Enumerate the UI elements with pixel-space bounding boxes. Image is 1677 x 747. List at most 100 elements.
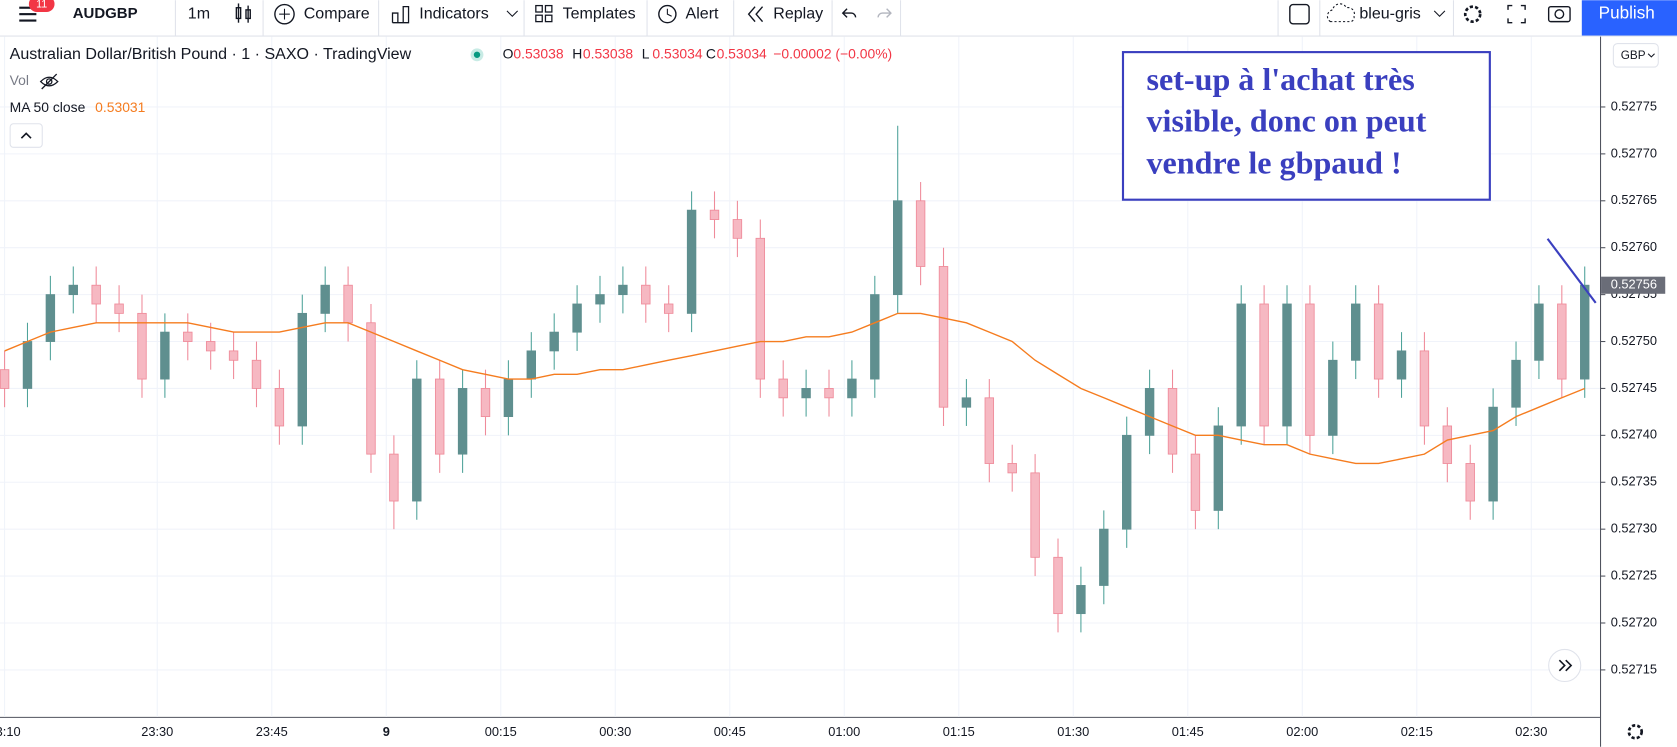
candle-body	[0, 369, 10, 389]
candle-body	[205, 341, 216, 352]
candle-body	[686, 209, 697, 314]
chart-title: Australian Dollar/British Pound · 1 · SA…	[10, 45, 412, 63]
ma-line	[4, 312, 1585, 465]
y-tick-label: 0.52750	[1611, 333, 1657, 348]
y-tick-label: 0.52735	[1611, 474, 1657, 489]
layout-selector[interactable]: bleu-gris	[1326, 3, 1446, 23]
redo-button[interactable]	[877, 8, 892, 18]
x-tick-label: 01:15	[943, 724, 975, 739]
y-tick-label: 0.52725	[1611, 567, 1657, 582]
toolbar	[0, 0, 1677, 36]
fullscreen-button[interactable]	[1507, 4, 1526, 24]
candle-body	[1557, 303, 1567, 380]
candle-body	[961, 397, 972, 408]
plot	[0, 125, 1590, 633]
market-status-dot	[473, 51, 481, 58]
candle-body	[366, 322, 376, 455]
candle-body	[228, 350, 239, 361]
x-tick-label: 02:15	[1401, 724, 1433, 739]
currency-label: GBP	[1621, 49, 1646, 62]
x-tick-label: 00:30	[599, 724, 631, 739]
y-tick-label: 0.52770	[1611, 145, 1657, 160]
alert-label: Alert	[686, 4, 720, 22]
indicators-button[interactable]: Indicators	[391, 4, 519, 24]
x-tick-label: 01:30	[1057, 724, 1089, 739]
symbol[interactable]: AUDGBP	[73, 5, 138, 22]
candle-body	[549, 331, 559, 352]
candle-body	[1236, 303, 1246, 427]
candle-body	[434, 378, 445, 455]
y-tick-label: 0.52715	[1611, 661, 1657, 676]
y-tick-label: 0.52765	[1611, 192, 1657, 207]
candle-body	[984, 397, 995, 464]
candle-body	[801, 388, 811, 399]
ohlc-key: L	[642, 45, 650, 61]
candle-body	[618, 284, 628, 296]
replay-label: Replay	[773, 4, 823, 22]
x-tick-label: 23:30	[141, 724, 173, 739]
publish-button[interactable]	[1581, 0, 1677, 36]
candle-body	[1282, 303, 1292, 427]
ma-label: MA 50 close	[10, 99, 86, 115]
replay-button[interactable]: Replay	[747, 4, 824, 22]
compare-label: Compare	[304, 4, 370, 22]
layout-name: bleu-gris	[1359, 4, 1420, 22]
candle-body	[91, 284, 101, 305]
annotation-text: vendre le gbpaud !	[1147, 144, 1402, 180]
settings-button[interactable]	[1463, 5, 1482, 23]
candle-body	[320, 284, 330, 314]
x-tick-label: 23:45	[256, 724, 288, 739]
currency-button[interactable]	[1612, 43, 1659, 68]
publish-label: Publish	[1599, 4, 1655, 23]
candle-body	[1396, 350, 1407, 380]
annotation-box[interactable]	[1121, 51, 1491, 201]
candle-body	[1305, 303, 1315, 436]
currency-caret	[1647, 53, 1655, 58]
candle-body	[137, 312, 147, 380]
candle-body	[595, 294, 605, 305]
axes: 0.52715 0.52720 0.52725 0.52730 0.52735 0.527…	[0, 98, 1666, 739]
templates-label: Templates	[563, 4, 636, 22]
candle-body	[755, 237, 766, 380]
menu-button[interactable]: 11	[19, 0, 55, 22]
chart-type-icon[interactable]	[235, 3, 251, 23]
candle-body	[1076, 585, 1086, 615]
candle-body	[412, 378, 422, 502]
layout-button[interactable]	[1289, 3, 1310, 25]
x-tick-label: 00:15	[485, 724, 517, 739]
badge-count: 11	[36, 0, 47, 10]
axis-settings[interactable]	[1627, 724, 1644, 740]
candle-body	[915, 200, 926, 267]
interval[interactable]: 1m	[188, 4, 210, 22]
candle-body	[68, 284, 78, 296]
trend-line-drawing[interactable]	[1546, 238, 1597, 304]
scroll-icon	[1558, 659, 1566, 672]
x-tick-label: 02:30	[1515, 724, 1547, 739]
snapshot-button[interactable]	[1547, 5, 1571, 23]
y-tick-label: 0.52730	[1611, 521, 1657, 536]
last-price-label: 0.52756	[1611, 277, 1657, 292]
visibility-toggle[interactable]	[39, 73, 59, 90]
templates-button[interactable]: Templates	[535, 4, 636, 22]
x-tick-label: 01:45	[1172, 724, 1204, 739]
candle-body	[503, 378, 514, 418]
candle-body	[1190, 453, 1201, 511]
candle-body	[709, 209, 720, 220]
collapse-legend-button[interactable]	[9, 123, 43, 148]
candle-body	[526, 350, 537, 380]
undo-button[interactable]	[841, 8, 857, 18]
y-tick-label: 0.52775	[1611, 98, 1657, 113]
y-tick-label: 0.52720	[1611, 614, 1657, 629]
compare-button[interactable]: Compare	[274, 3, 370, 25]
candle-body	[1122, 434, 1132, 530]
ohlc-key: H	[572, 45, 582, 61]
alert-button[interactable]: Alert	[658, 4, 720, 24]
volume-label: Vol	[10, 72, 29, 88]
candle-body	[663, 303, 674, 314]
candle-body	[1419, 350, 1430, 427]
candle-body	[1580, 284, 1590, 380]
indicators-label: Indicators	[419, 4, 489, 22]
ohlc-key: C	[706, 45, 716, 61]
